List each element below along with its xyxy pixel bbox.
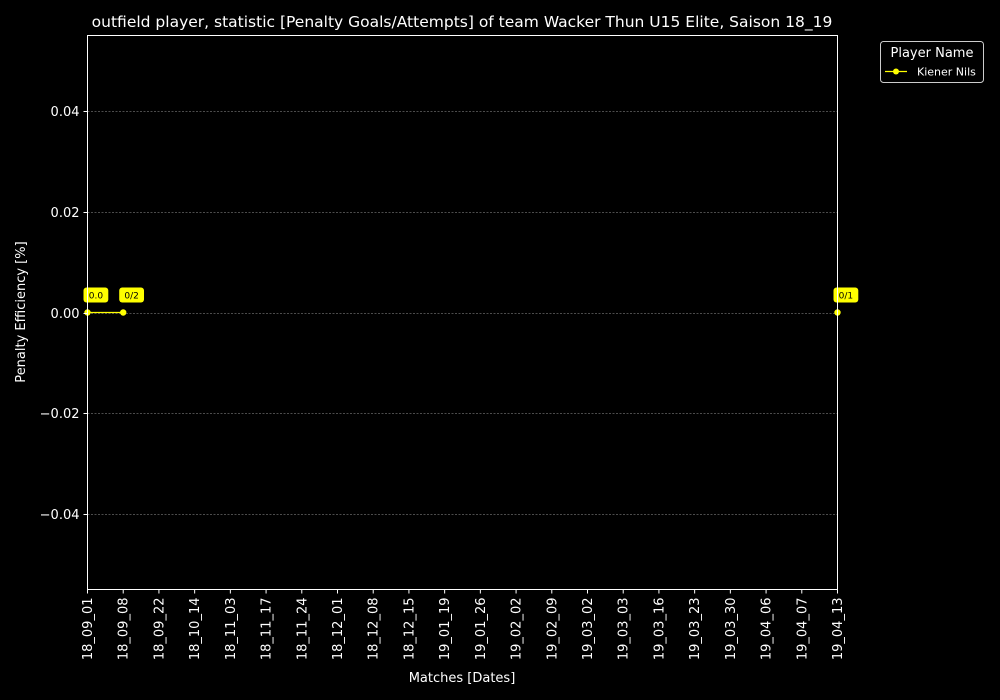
x-tick-label: 19_04_13	[831, 598, 846, 661]
x-tick-label: 19_01_26	[474, 598, 489, 661]
legend-entry-label: Kiener Nils	[917, 66, 976, 79]
legend-point-marker	[893, 68, 899, 75]
x-tick-label: 19_02_09	[545, 598, 560, 661]
legend: Player Name Kiener Nils	[880, 41, 984, 83]
data-label-box	[119, 287, 145, 303]
x-tick-label: 18_11_03	[224, 598, 239, 661]
y-axis: 0.04 0.02 0.00 −0.02 −0.04	[40, 105, 88, 523]
x-tick-label: 19_01_19	[438, 598, 453, 661]
plot-area-border	[87, 35, 838, 590]
y-tick-label: −0.02	[40, 407, 80, 422]
chart-title: outfield player, statistic [Penalty Goal…	[92, 13, 833, 32]
x-tick-label: 18_12_01	[331, 598, 346, 661]
x-tick-label: 19_03_03	[617, 598, 632, 661]
y-tick-label: −0.04	[40, 508, 80, 523]
x-tick-label: 18_12_08	[367, 598, 382, 661]
x-tick-label: 18_11_24	[295, 598, 310, 661]
x-tick-label: 19_04_06	[760, 598, 775, 661]
series-layer: 0.0 0/2 0/1	[83, 287, 859, 316]
data-label-box	[83, 287, 109, 303]
data-label-box	[833, 287, 859, 303]
x-tick-label: 18_09_22	[152, 598, 167, 661]
x-tick-label: 19_02_02	[510, 598, 525, 661]
x-tick-label: 19_03_02	[581, 598, 596, 661]
y-tick-label: 0.04	[51, 105, 80, 120]
y-tick-label: 0.00	[51, 307, 80, 322]
data-point	[120, 309, 127, 316]
x-tick-label: 19_03_23	[688, 598, 703, 661]
x-tick-label: 19_03_30	[724, 598, 739, 661]
x-tick-label: 18_12_15	[402, 598, 417, 661]
x-tick-label: 18_10_14	[188, 598, 203, 661]
data-label: 0/2	[124, 292, 138, 302]
x-tick-label: 19_03_16	[652, 598, 667, 661]
grid-lines	[87, 111, 838, 515]
y-axis-label: Penalty Efficiency [%]	[14, 241, 29, 382]
data-label: 0/1	[839, 292, 853, 302]
x-tick-label: 18_09_01	[81, 598, 96, 661]
legend-title: Player Name	[891, 46, 974, 61]
x-axis-label: Matches [Dates]	[409, 671, 516, 686]
data-label: 0.0	[89, 292, 104, 302]
y-tick-label: 0.02	[51, 206, 80, 221]
legend-box	[880, 41, 984, 83]
x-tick-label: 19_04_07	[795, 598, 810, 661]
x-tick-label: 18_11_17	[260, 598, 275, 661]
x-axis: 18_09_01 18_09_08 18_09_22 18_10_14 18_11_03…	[81, 589, 846, 661]
x-tick-label: 18_09_08	[117, 598, 132, 661]
